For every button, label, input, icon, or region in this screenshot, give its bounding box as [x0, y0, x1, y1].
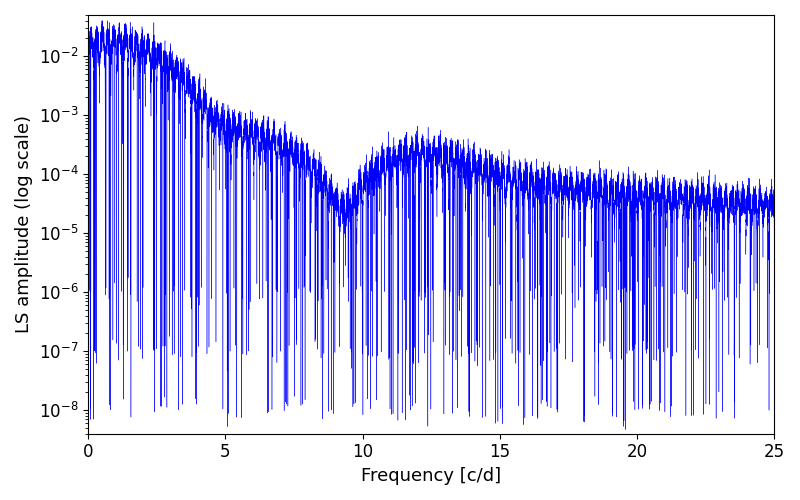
Y-axis label: LS amplitude (log scale): LS amplitude (log scale): [15, 116, 33, 334]
X-axis label: Frequency [c/d]: Frequency [c/d]: [361, 467, 502, 485]
